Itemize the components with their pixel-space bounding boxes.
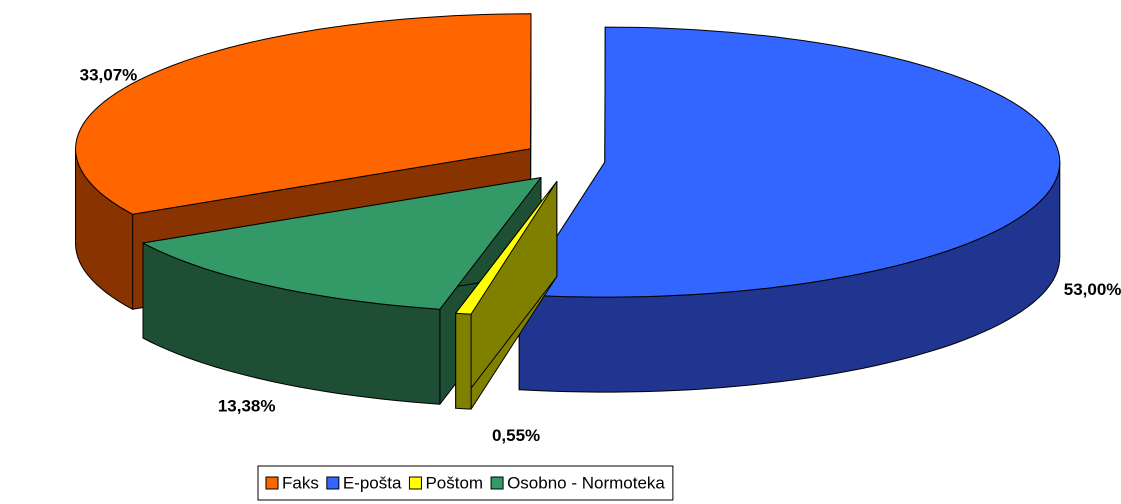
- legend-box: [257, 465, 674, 501]
- slice-top: [142, 177, 542, 310]
- legend-swatch: [326, 476, 340, 490]
- data-label: 53,00%: [1064, 280, 1121, 299]
- slice: [518, 26, 1061, 393]
- legend-label: Faks: [282, 473, 319, 492]
- data-label: 13,38%: [218, 396, 276, 415]
- slice: [455, 181, 558, 410]
- slice-wall: [455, 312, 472, 410]
- legend: Faks E-pošta Poštom Osobno - Normoteka: [257, 465, 674, 501]
- data-label: 33,07%: [80, 66, 138, 85]
- slice-top: [75, 13, 532, 215]
- legend-swatch: [490, 476, 504, 490]
- legend-label: Poštom: [425, 473, 483, 492]
- slice-top: [455, 181, 558, 315]
- legend-label: Osobno - Normoteka: [507, 473, 665, 492]
- legend-label: E-pošta: [343, 473, 402, 492]
- legend-swatch: [265, 476, 279, 490]
- legend-swatch: [408, 476, 422, 490]
- data-label: 0,55%: [492, 426, 540, 445]
- slice-top: [518, 26, 1061, 298]
